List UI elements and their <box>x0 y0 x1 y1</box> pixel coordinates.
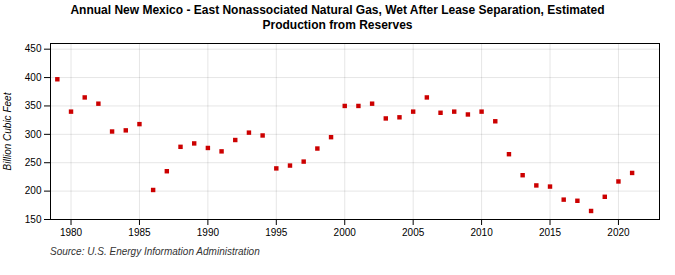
svg-text:400: 400 <box>25 72 42 83</box>
svg-text:2015: 2015 <box>539 227 562 238</box>
svg-text:300: 300 <box>25 129 42 140</box>
svg-text:2020: 2020 <box>607 227 630 238</box>
svg-text:Billion Cubic Feet: Billion Cubic Feet <box>2 91 13 170</box>
svg-text:1990: 1990 <box>197 227 220 238</box>
svg-text:2005: 2005 <box>402 227 425 238</box>
svg-text:350: 350 <box>25 100 42 111</box>
html-text:Source: U.S. Energy Informatio: Source: U.S. Energy Information Administ… <box>50 246 260 257</box>
svg-text:1985: 1985 <box>128 227 151 238</box>
svg-text:450: 450 <box>25 43 42 54</box>
svg-text:1995: 1995 <box>265 227 288 238</box>
svg-text:250: 250 <box>25 157 42 168</box>
svg-text:150: 150 <box>25 214 42 225</box>
svg-text:200: 200 <box>25 185 42 196</box>
svg-text:2010: 2010 <box>470 227 493 238</box>
svg-text:2000: 2000 <box>334 227 357 238</box>
svg-text:1980: 1980 <box>60 227 83 238</box>
html-text:Annual New Mexico - East Nonas: Annual New Mexico - East Nonassociated N… <box>70 3 605 32</box>
